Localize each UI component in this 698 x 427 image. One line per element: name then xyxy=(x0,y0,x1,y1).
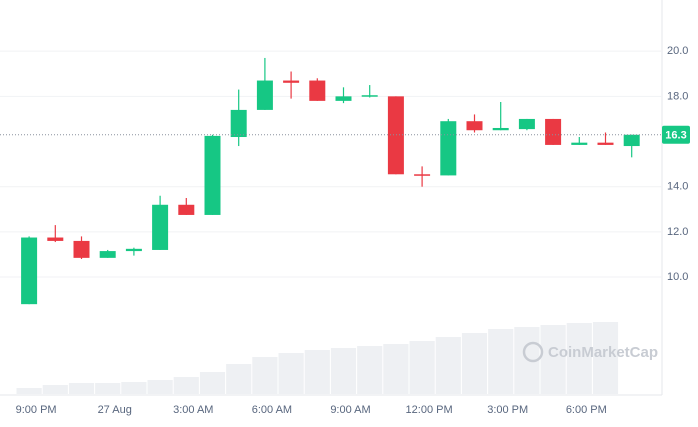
x-tick-label: 6:00 AM xyxy=(252,404,292,416)
candle-body xyxy=(73,240,90,258)
y-tick-label: 12.0 xyxy=(667,226,688,238)
volume-bar xyxy=(252,357,278,394)
x-tick-label: 9:00 AM xyxy=(330,404,370,416)
candle-body xyxy=(125,248,142,252)
candle-body xyxy=(230,109,247,138)
volume-bar xyxy=(461,333,488,394)
volume-bar xyxy=(357,346,383,394)
candle-body xyxy=(597,142,614,145)
candle-body xyxy=(440,121,457,176)
volume-bar xyxy=(383,344,409,394)
volume-bar xyxy=(540,325,566,394)
y-tick-label: 10.0 xyxy=(667,271,688,283)
volume-bar xyxy=(173,377,199,394)
volume-bar xyxy=(95,383,121,394)
candle-body xyxy=(545,118,562,145)
volume-layer xyxy=(0,50,662,394)
volume-bar xyxy=(121,382,147,394)
y-tick-label: 18.0 xyxy=(667,90,688,102)
volume-bar xyxy=(147,380,173,394)
x-tick-label: 27 Aug xyxy=(98,404,132,416)
candle-body xyxy=(518,118,535,130)
volume-bar xyxy=(488,329,514,394)
y-tick-label: 14.0 xyxy=(667,181,688,193)
current-price-box xyxy=(662,125,690,144)
volume-bar xyxy=(592,322,619,394)
x-tick-label: 12:00 PM xyxy=(406,404,453,416)
candle-body xyxy=(414,174,431,176)
candle-body xyxy=(152,204,169,250)
candle-body xyxy=(283,80,300,83)
candle-body xyxy=(99,251,116,258)
candle-body xyxy=(21,237,38,305)
x-tick-label: 3:00 PM xyxy=(487,404,528,416)
candle-body xyxy=(571,142,588,145)
candle-body xyxy=(204,135,221,215)
candle-body xyxy=(309,80,326,101)
volume-bar xyxy=(42,385,68,394)
x-tick-label: 3:00 AM xyxy=(173,404,213,416)
volume-bar xyxy=(278,353,304,394)
candle-body xyxy=(361,95,378,97)
volume-bar xyxy=(409,341,435,394)
candle-body xyxy=(466,121,483,131)
x-tick-label: 9:00 PM xyxy=(16,404,57,416)
candle-body xyxy=(335,96,352,101)
volume-bar xyxy=(199,372,226,394)
x-tick-label: 6:00 PM xyxy=(566,404,607,416)
candle-body xyxy=(492,127,509,131)
watermark-logo xyxy=(522,341,544,363)
volume-bar xyxy=(435,337,461,394)
volume-bar xyxy=(16,388,42,394)
candle-body xyxy=(47,237,64,241)
candle-body xyxy=(256,80,273,110)
candle-body xyxy=(623,134,640,147)
volume-bar xyxy=(566,323,592,394)
watermark-text: CoinMarketCap xyxy=(548,344,658,361)
y-tick-label: 20.0 xyxy=(667,45,688,57)
candle-body xyxy=(387,96,404,175)
candle-body xyxy=(178,204,195,215)
volume-bar xyxy=(330,348,357,394)
volume-bar xyxy=(304,350,330,394)
watermark: CoinMarketCap xyxy=(522,341,658,363)
current-price-label: 16.3 xyxy=(665,130,686,142)
volume-bar xyxy=(68,383,95,394)
volume-bar xyxy=(226,364,252,394)
